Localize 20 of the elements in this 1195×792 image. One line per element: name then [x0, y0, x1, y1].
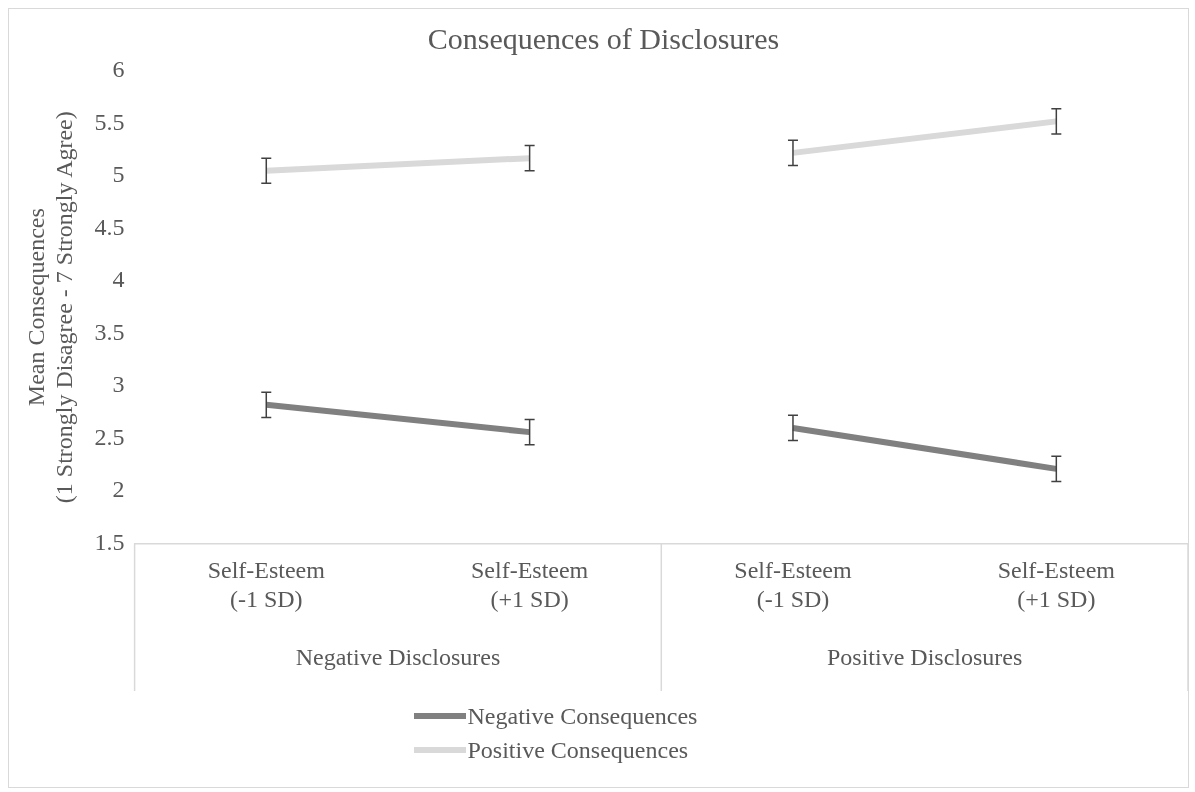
text: Negative Disclosures — [295, 644, 501, 671]
chart-title: Consequences of Disclosures — [427, 21, 780, 55]
text: Positive Disclosures — [826, 644, 1023, 671]
y-tick-label: 5.5 — [94, 108, 125, 135]
y-tick-label: 2 — [112, 476, 125, 503]
y-tick-label: 3.5 — [94, 318, 125, 345]
x-tick-label: Self-Esteem (+1 SD) — [997, 557, 1116, 612]
y-tick-label: 6 — [112, 56, 125, 83]
x-tick-label: Self-Esteem (-1 SD) — [734, 557, 852, 612]
y-tick-label: 1.5 — [94, 528, 125, 555]
y-tick-label: 4 — [112, 266, 125, 293]
x-tick-label: Self-Esteem (-1 SD) — [207, 557, 326, 612]
y-axis-title: Mean Consequences (1 Strongly Disagree - 7 Strongly Agree) — [22, 111, 78, 504]
y-tick-label: 4.5 — [94, 213, 125, 240]
legend-label: Positive Consequences — [467, 736, 689, 765]
y-tick-label: 5 — [112, 161, 125, 188]
y-tick-label: 2.5 — [94, 423, 125, 450]
y-tick-label: 3 — [112, 371, 125, 398]
x-tick-label: Self-Esteem (+1 SD) — [470, 557, 589, 612]
legend-label: Negative Consequences — [467, 702, 698, 731]
